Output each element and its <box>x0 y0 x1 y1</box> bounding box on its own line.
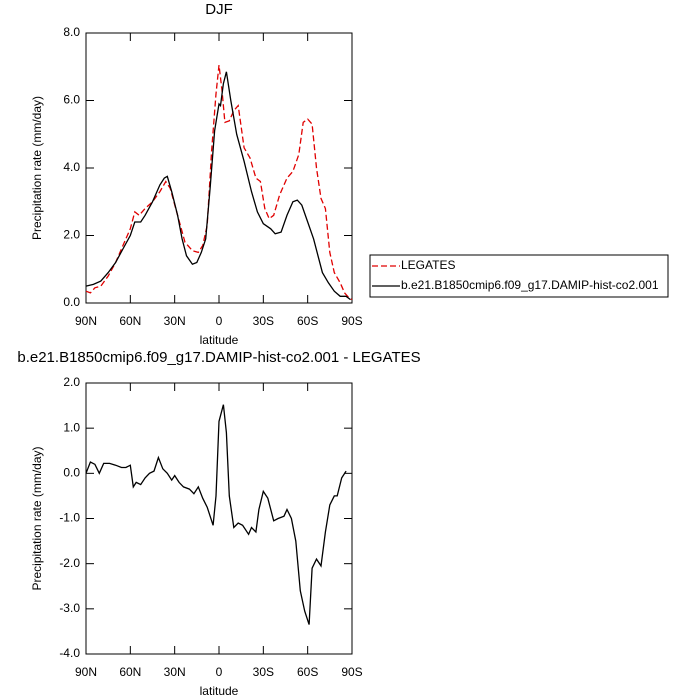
y-tick-label: -4.0 <box>59 646 80 660</box>
y-tick-label: 2.0 <box>63 375 80 389</box>
x-tick-label: 30S <box>253 314 274 328</box>
x-tick-label: 30N <box>164 665 186 679</box>
x-tick-label: 90N <box>75 665 97 679</box>
x-tick-label: 60S <box>297 314 318 328</box>
y-tick-label: -2.0 <box>59 556 80 570</box>
x-tick-label: 60N <box>119 314 141 328</box>
x-tick-label: 0 <box>216 665 223 679</box>
y-tick-label: 8.0 <box>63 25 80 39</box>
chart-title: DJF <box>205 1 233 18</box>
x-tick-label: 30S <box>253 665 274 679</box>
legend-box <box>369 254 669 298</box>
x-tick-label: 90S <box>341 665 362 679</box>
y-tick-label: -1.0 <box>59 511 80 525</box>
y-tick-label: 0.0 <box>63 295 80 309</box>
x-tick-label: 90N <box>75 314 97 328</box>
plot-frame <box>85 382 353 655</box>
y-tick-label: 1.0 <box>63 420 80 434</box>
x-tick-label: 0 <box>216 314 223 328</box>
data-line <box>85 71 351 301</box>
x-axis-label: latitude <box>200 684 239 698</box>
legend-label: LEGATES <box>401 258 455 272</box>
y-tick-label: 2.0 <box>63 228 80 242</box>
y-tick-label: 4.0 <box>63 160 80 174</box>
x-tick-label: 60N <box>119 665 141 679</box>
legend-label: b.e21.B1850cmip6.f09_g17.DAMIP-hist-co2.… <box>401 278 659 292</box>
plot-frame <box>85 32 353 304</box>
data-line <box>85 65 353 301</box>
y-tick-label: 6.0 <box>63 93 80 107</box>
x-tick-label: 90S <box>341 314 362 328</box>
x-axis-label: latitude <box>200 333 239 347</box>
y-tick-label: 0.0 <box>63 466 80 480</box>
y-axis-label: Precipitation rate (mm/day) <box>30 446 44 590</box>
x-tick-label: 60S <box>297 665 318 679</box>
x-tick-label: 30N <box>164 314 186 328</box>
chart-title: b.e21.B1850cmip6.f09_g17.DAMIP-hist-co2.… <box>17 349 420 366</box>
y-tick-label: -3.0 <box>59 601 80 615</box>
y-axis-label: Precipitation rate (mm/day) <box>30 96 44 240</box>
data-line <box>85 404 347 625</box>
